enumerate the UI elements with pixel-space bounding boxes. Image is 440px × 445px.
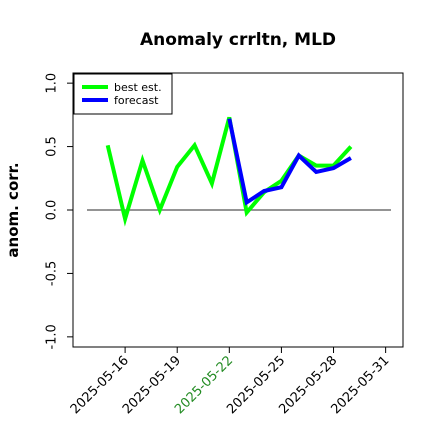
chart-title: Anomaly crrltn, MLD — [140, 30, 336, 50]
series-line-best-est — [105, 116, 353, 227]
plot-area: -1.0-0.50.00.51.02025-05-162025-05-19202… — [45, 72, 404, 417]
y-axis-label: anom. corr. — [4, 162, 22, 257]
legend-label: forecast — [114, 94, 159, 107]
y-tick-label: -0.5 — [45, 261, 60, 286]
series-line-forecast — [227, 118, 352, 206]
legend-label: best est. — [114, 81, 162, 94]
legend-box — [73, 73, 173, 115]
y-tick-label: 1.0 — [45, 73, 60, 94]
y-tick-label: -1.0 — [45, 324, 60, 349]
y-tick-label: 0.0 — [45, 200, 60, 221]
y-tick-label: 0.5 — [45, 136, 60, 157]
